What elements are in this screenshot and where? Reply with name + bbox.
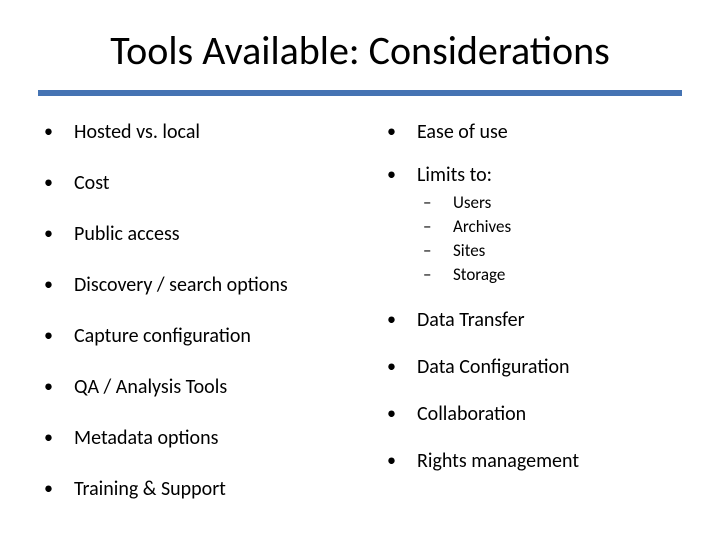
slide: Tools Available: Considerations Hosted v…	[0, 0, 720, 540]
list-item: Data Configuration	[383, 355, 690, 380]
list-item: Collaboration	[383, 402, 690, 427]
list-item-label: Rights management	[417, 449, 579, 473]
list-item: Training & Support	[40, 477, 365, 502]
list-item-label: Data Transfer	[417, 308, 525, 332]
sub-list-item-label: Archives	[453, 216, 511, 237]
sub-list-item: Storage	[417, 264, 690, 286]
list-item-label: Data Configuration	[417, 355, 570, 379]
list-item-label: Discovery / search options	[74, 273, 288, 297]
list-item-label: Capture configuration	[74, 324, 251, 348]
title-underline	[38, 90, 682, 96]
list-item: QA / Analysis Tools	[40, 375, 365, 400]
sub-list-item-label: Users	[453, 192, 491, 213]
list-item-label: Cost	[74, 171, 110, 195]
list-item-label: Metadata options	[74, 426, 218, 450]
list-item-label: Public access	[74, 222, 180, 246]
list-item: Discovery / search options	[40, 273, 365, 298]
list-item-label: Ease of use	[417, 120, 508, 144]
left-list: Hosted vs. local Cost Public access Disc…	[40, 120, 365, 502]
list-item-label: Limits to:	[417, 163, 492, 187]
list-item: Public access	[40, 222, 365, 247]
slide-title: Tools Available: Considerations	[0, 26, 720, 75]
sub-list-item: Users	[417, 192, 690, 214]
sub-list-item: Archives	[417, 216, 690, 238]
list-item: Data Transfer	[383, 308, 690, 333]
list-item: Rights management	[383, 449, 690, 474]
list-item: Cost	[40, 171, 365, 196]
sub-list: Users Archives Sites Storage	[417, 192, 690, 286]
list-item: Capture configuration	[40, 324, 365, 349]
sub-list-item: Sites	[417, 240, 690, 262]
list-item: Ease of use	[383, 120, 690, 145]
sub-list-item-label: Sites	[453, 240, 485, 261]
list-item-label: Hosted vs. local	[74, 120, 200, 144]
content-columns: Hosted vs. local Cost Public access Disc…	[40, 120, 690, 528]
left-column: Hosted vs. local Cost Public access Disc…	[40, 120, 365, 528]
list-item-label: Training & Support	[74, 477, 226, 501]
list-item: Metadata options	[40, 426, 365, 451]
right-column: Ease of use Limits to: Users Archives Si…	[365, 120, 690, 528]
sub-list-item-label: Storage	[453, 264, 505, 285]
list-item: Hosted vs. local	[40, 120, 365, 145]
list-item: Limits to: Users Archives Sites Storage	[383, 163, 690, 286]
list-item-label: Collaboration	[417, 402, 526, 426]
right-list: Ease of use Limits to: Users Archives Si…	[383, 120, 690, 474]
list-item-label: QA / Analysis Tools	[74, 375, 227, 399]
